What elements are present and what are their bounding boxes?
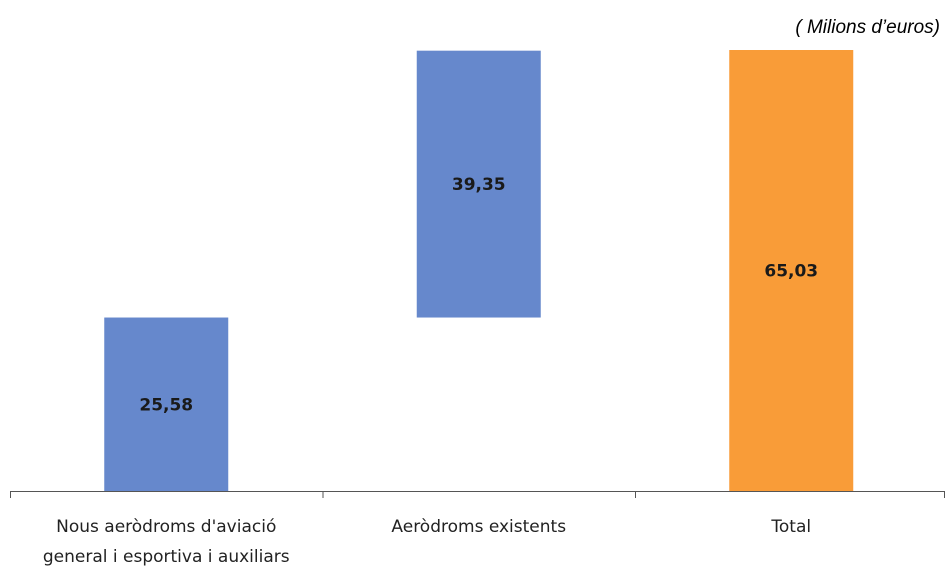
- category-label-1: Nous aeròdroms d'aviació general i esport…: [43, 517, 290, 567]
- bar-1: [104, 317, 229, 491]
- category-label-line: general i esportiva i auxiliars: [43, 547, 290, 567]
- category-label-3: Total: [770, 517, 811, 537]
- category-label-line: Aeròdroms existents: [391, 517, 566, 537]
- bars-layer: [104, 50, 854, 491]
- bar-3: [729, 50, 854, 491]
- data-label-3: 65,03: [764, 262, 818, 282]
- category-label-line: Nous aeròdroms d'aviació: [56, 517, 276, 537]
- bar-2: [416, 50, 541, 318]
- data-label-2: 39,35: [452, 175, 506, 195]
- category-label-2: Aeròdroms existents: [391, 517, 566, 537]
- category-label-line: Total: [770, 517, 811, 537]
- x-axis: [10, 491, 945, 498]
- unit-label: ( Milions d’euros): [795, 17, 940, 38]
- category-labels: 25,58 Nous aeròdroms d'aviació general i e…: [43, 175, 818, 567]
- data-label-1: 25,58: [139, 395, 193, 415]
